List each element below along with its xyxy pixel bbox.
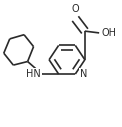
Text: OH: OH xyxy=(102,28,117,38)
Text: N: N xyxy=(80,69,87,79)
Text: O: O xyxy=(71,4,79,14)
Text: HN: HN xyxy=(26,69,41,79)
